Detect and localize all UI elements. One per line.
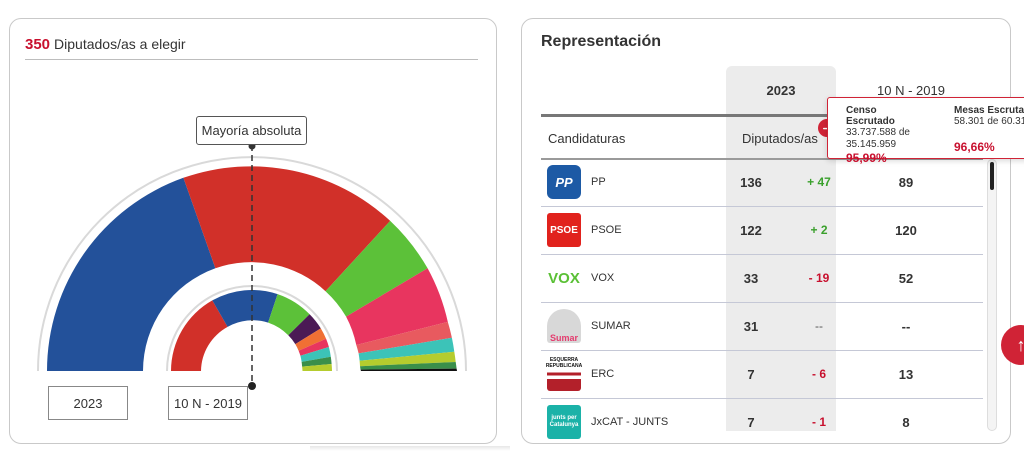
- seg-2019-junts: [300, 347, 331, 362]
- majority-label: Mayoría absoluta: [196, 116, 307, 145]
- seg-2023-sumar: [346, 268, 448, 345]
- seg-2019-cs: [295, 328, 327, 351]
- seats-2023: 7: [747, 415, 755, 430]
- seg-2019-pp: [212, 289, 278, 327]
- seg-2023-psoe: [183, 166, 391, 292]
- junts-logo-icon: junts per Catalunya: [547, 405, 581, 439]
- representation-card: Representación 2023 10 N - 2019 Candidat…: [521, 18, 1011, 444]
- party-name: SUMAR: [591, 320, 631, 332]
- table-row[interactable]: ESQUERRA REPUBLICANA ERC 7 - 6 13: [541, 352, 983, 399]
- table-row[interactable]: Sumar SUMAR 31 -- --: [541, 304, 983, 351]
- seg-2019-pnv: [301, 356, 332, 367]
- seats-2023: 7: [747, 367, 755, 382]
- seg-2023-vox: [325, 220, 428, 317]
- bottom-shadow: [310, 446, 510, 451]
- seats-2023: 31: [743, 319, 759, 334]
- seats-2019: 8: [902, 415, 910, 430]
- seg-2023-bildu: [359, 351, 456, 367]
- mesas-block: Mesas Escrutadas 58.301 de 60.314 96,66%: [954, 105, 1024, 154]
- seats-2019: 89: [898, 175, 914, 190]
- seg-2019-psoe: [171, 300, 228, 371]
- pp-logo-icon: PP: [547, 165, 581, 199]
- year-2023-column-band: [726, 66, 836, 431]
- scrutiny-tooltip: Censo Escrutado 33.737.588 de 35.145.959…: [827, 97, 1024, 165]
- seg-2019-erc: [298, 338, 329, 356]
- majority-bottom-dot: [248, 382, 256, 390]
- erc-logo-icon: ESQUERRA REPUBLICANA: [546, 357, 582, 391]
- column-header-2019: 10 N - 2019: [877, 83, 945, 98]
- seats-total: 350: [25, 36, 51, 53]
- column-header-2023: 2023: [766, 83, 796, 98]
- seg-2019-others: [302, 364, 332, 371]
- seats-diff: - 1: [811, 415, 826, 429]
- seg-2023-others: [360, 368, 457, 371]
- seats-diff: + 2: [810, 223, 828, 237]
- seg-2023-erc: [356, 321, 452, 354]
- seg-2019-up: [288, 314, 321, 345]
- seats-2019: --: [901, 319, 911, 334]
- table-row[interactable]: PSOE PSOE 122 + 2 120: [541, 208, 983, 255]
- censo-percent: 95,99%: [846, 151, 887, 165]
- mesas-label: Mesas Escrutadas: [954, 105, 1024, 116]
- year-2019-button[interactable]: 10 N - 2019: [168, 386, 248, 420]
- table-row[interactable]: PP PP 136 + 47 89: [541, 160, 983, 207]
- censo-value: 33.737.588 de 35.145.959: [846, 127, 910, 150]
- table-row[interactable]: junts per Catalunya JxCAT - JUNTS 7 - 1 …: [541, 400, 983, 443]
- seats-2023: 136: [740, 175, 762, 190]
- hemicycle-chart: [37, 142, 467, 390]
- psoe-logo-icon: PSOE: [547, 213, 581, 247]
- censo-label: Censo Escrutado: [846, 105, 895, 127]
- party-name: ERC: [591, 368, 615, 380]
- seats-2023: 33: [743, 271, 759, 286]
- hemicycle-card: 350 Diputados/as a elegir Mayoría absolut…: [9, 18, 497, 444]
- mesas-percent: 96,66%: [954, 140, 995, 154]
- table-scrollbar[interactable]: [987, 159, 997, 431]
- vox-logo-icon: VOX: [548, 269, 580, 287]
- arrow-up-icon[interactable]: ↑: [1001, 325, 1024, 365]
- year-2023-button[interactable]: 2023: [48, 386, 128, 420]
- sumar-logo-icon: Sumar: [547, 309, 581, 343]
- representation-title: Representación: [541, 33, 662, 50]
- header-divider: [541, 114, 981, 117]
- seats-title: 350 Diputados/as a elegir: [25, 36, 186, 53]
- party-name: PP: [591, 176, 606, 188]
- seats-2023: 122: [740, 223, 762, 238]
- seg-2019-vox: [268, 294, 310, 336]
- seg-2023-pp: [46, 177, 216, 371]
- seg-2023-junts: [358, 337, 455, 361]
- party-name: JxCAT - JUNTS: [591, 416, 669, 428]
- party-name: PSOE: [591, 224, 622, 236]
- seg-2023-pnv: [360, 362, 457, 370]
- seats-2019: 120: [895, 223, 917, 238]
- scrollbar-thumb[interactable]: [990, 162, 994, 190]
- censo-block: Censo Escrutado 33.737.588 de 35.145.959…: [846, 105, 926, 165]
- column-header-candidaturas: Candidaturas: [548, 131, 626, 146]
- mesas-value: 58.301 de 60.314: [954, 116, 1024, 127]
- seats-diff: - 19: [808, 271, 830, 285]
- seats-2019: 13: [898, 367, 914, 382]
- seats-diff: - 6: [811, 367, 826, 381]
- party-name: VOX: [591, 272, 615, 284]
- table-row[interactable]: VOX VOX 33 - 19 52: [541, 256, 983, 303]
- seats-diff: + 47: [807, 175, 831, 189]
- title-divider: [25, 59, 478, 60]
- seats-2019: 52: [898, 271, 914, 286]
- seats-label: Diputados/as a elegir: [54, 36, 186, 52]
- header-bottom-divider: [541, 158, 983, 160]
- seats-diff: --: [815, 319, 823, 333]
- column-header-diputados: Diputados/as: [742, 131, 818, 146]
